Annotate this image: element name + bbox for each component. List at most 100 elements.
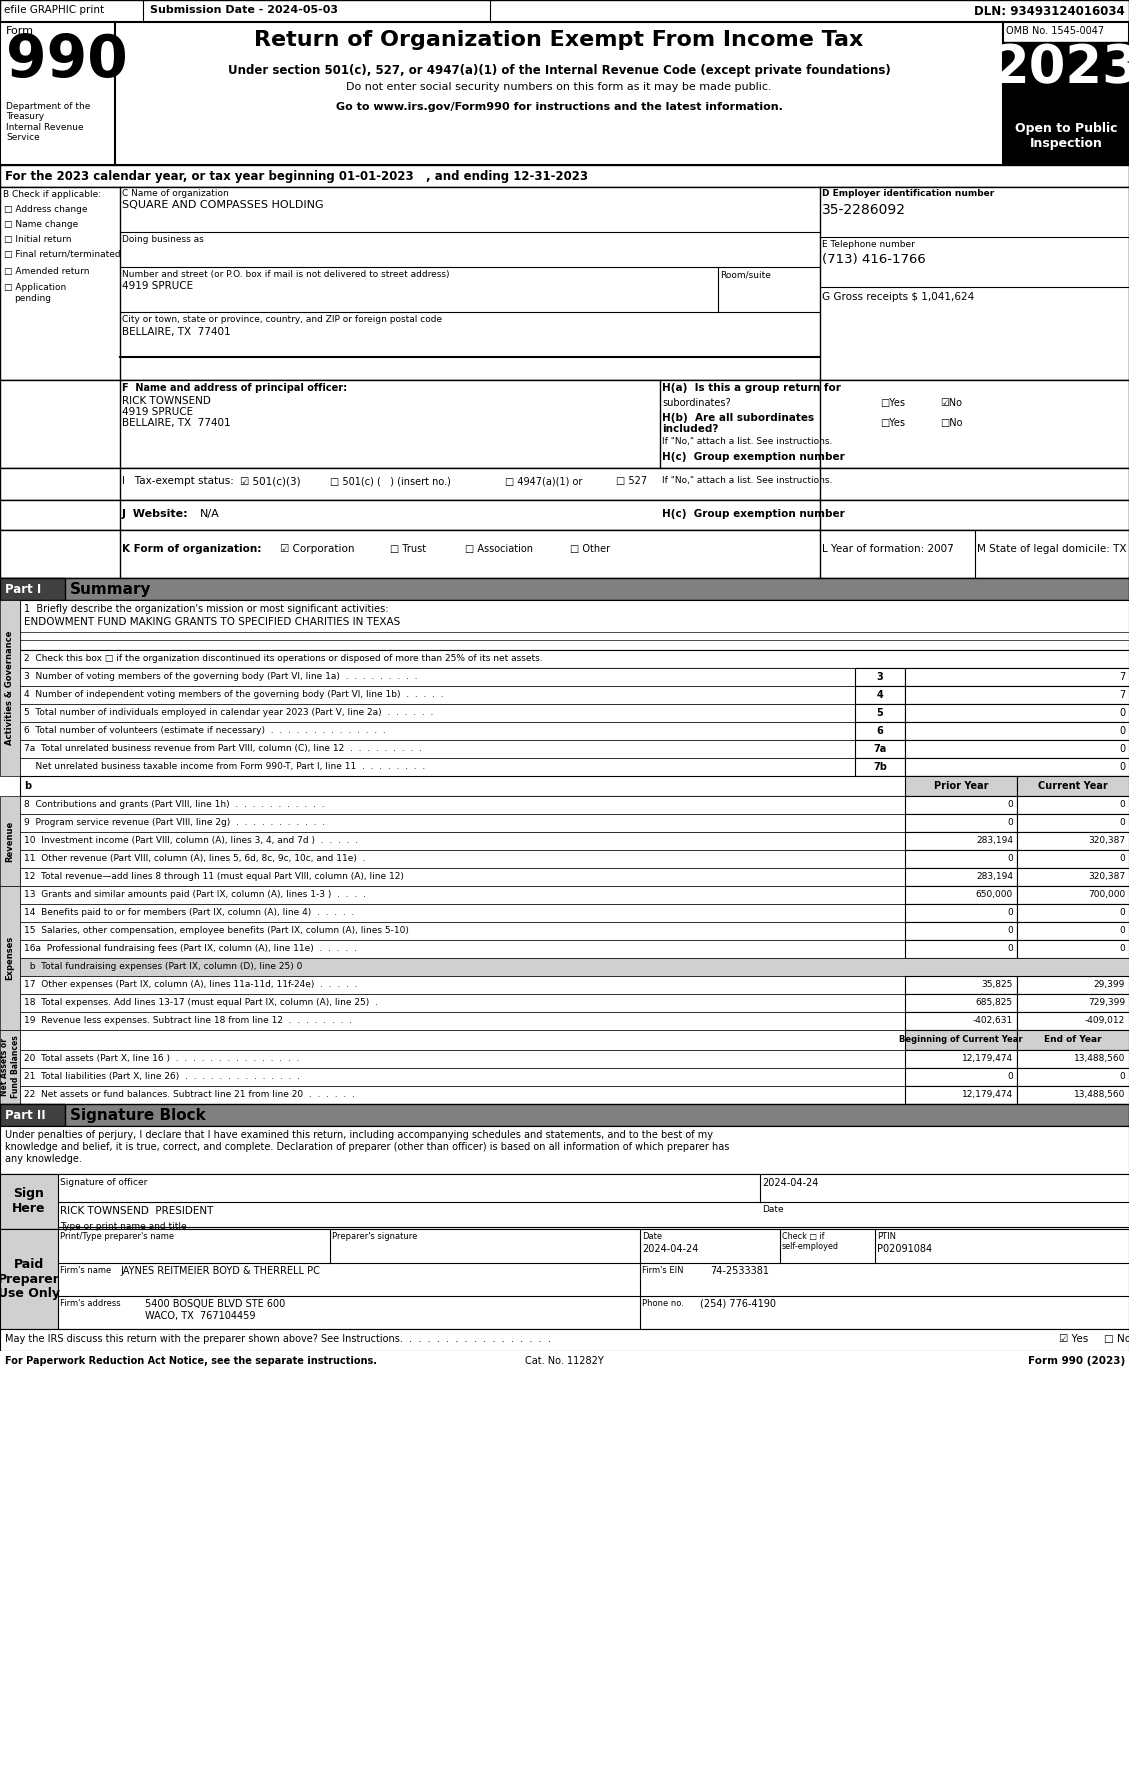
Text: BELLAIRE, TX  77401: BELLAIRE, TX 77401 <box>122 327 230 337</box>
Bar <box>20 650 1129 668</box>
Bar <box>905 775 1017 796</box>
Text: 7a  Total unrelated business revenue from Part VIII, column (C), line 12  .  .  : 7a Total unrelated business revenue from… <box>24 743 422 752</box>
Text: RICK TOWNSEND: RICK TOWNSEND <box>122 396 211 406</box>
Text: 4: 4 <box>876 691 883 699</box>
Text: 0: 0 <box>1119 800 1124 809</box>
Text: BELLAIRE, TX  77401: BELLAIRE, TX 77401 <box>122 419 230 427</box>
Text: Print/Type preparer's name: Print/Type preparer's name <box>60 1233 174 1241</box>
Text: □Yes: □Yes <box>879 397 905 408</box>
Text: 21  Total liabilities (Part X, line 26)  .  .  .  .  .  .  .  .  .  .  .  .  .  : 21 Total liabilities (Part X, line 26) .… <box>24 1072 300 1081</box>
Text: 320,387: 320,387 <box>1088 835 1124 844</box>
Text: Doing business as: Doing business as <box>122 235 203 244</box>
Bar <box>905 796 1017 814</box>
Bar <box>0 1174 58 1229</box>
Text: 10  Investment income (Part VIII, column (A), lines 3, 4, and 7d )  .  .  .  .  : 10 Investment income (Part VIII, column … <box>24 835 358 844</box>
Text: 0: 0 <box>1007 800 1013 809</box>
Text: 283,194: 283,194 <box>975 872 1013 881</box>
Bar <box>855 722 905 740</box>
Text: 29,399: 29,399 <box>1094 980 1124 989</box>
Text: □Yes: □Yes <box>879 419 905 427</box>
Text: 0: 0 <box>1119 1072 1124 1081</box>
Bar <box>20 1012 1129 1030</box>
Bar <box>1017 869 1129 887</box>
Text: 5  Total number of individuals employed in calendar year 2023 (Part V, line 2a) : 5 Total number of individuals employed i… <box>24 708 434 717</box>
Text: RICK TOWNSEND  PRESIDENT: RICK TOWNSEND PRESIDENT <box>60 1206 213 1217</box>
Text: Under section 501(c), 527, or 4947(a)(1) of the Internal Revenue Code (except pr: Under section 501(c), 527, or 4947(a)(1)… <box>228 64 891 78</box>
Bar <box>20 722 1129 740</box>
Text: P02091084: P02091084 <box>877 1243 933 1254</box>
Text: -402,631: -402,631 <box>973 1015 1013 1024</box>
Text: K Form of organization:: K Form of organization: <box>122 544 262 555</box>
Text: 13,488,560: 13,488,560 <box>1074 1054 1124 1063</box>
Text: 3  Number of voting members of the governing body (Part VI, line 1a)  .  .  .  .: 3 Number of voting members of the govern… <box>24 673 418 682</box>
Text: 7: 7 <box>1119 673 1124 682</box>
Text: included?: included? <box>662 424 718 434</box>
Bar <box>855 685 905 705</box>
Text: b  Total fundraising expenses (Part IX, column (D), line 25) 0: b Total fundraising expenses (Part IX, c… <box>24 962 303 971</box>
Text: For Paperwork Reduction Act Notice, see the separate instructions.: For Paperwork Reduction Act Notice, see … <box>5 1356 377 1365</box>
Text: M State of legal domicile: TX: M State of legal domicile: TX <box>977 544 1127 555</box>
Bar <box>1003 42 1129 120</box>
Text: If "No," attach a list. See instructions.: If "No," attach a list. See instructions… <box>662 477 832 486</box>
Text: 15  Salaries, other compensation, employee benefits (Part IX, column (A), lines : 15 Salaries, other compensation, employe… <box>24 925 409 934</box>
Text: F  Name and address of principal officer:: F Name and address of principal officer: <box>122 383 347 394</box>
Bar <box>905 849 1017 869</box>
Text: Open to Public
Inspection: Open to Public Inspection <box>1015 122 1118 150</box>
Bar <box>905 1012 1017 1030</box>
Text: ☑ 501(c)(3): ☑ 501(c)(3) <box>240 477 300 486</box>
Text: Under penalties of perjury, I declare that I have examined this return, includin: Under penalties of perjury, I declare th… <box>5 1130 714 1141</box>
Bar <box>1017 1012 1129 1030</box>
Bar <box>20 1051 1129 1068</box>
Text: 8  Contributions and grants (Part VIII, line 1h)  .  .  .  .  .  .  .  .  .  .  : 8 Contributions and grants (Part VIII, l… <box>24 800 324 809</box>
Bar <box>0 1030 20 1104</box>
Bar <box>0 887 20 1030</box>
Text: Preparer's signature: Preparer's signature <box>332 1233 418 1241</box>
Text: Expenses: Expenses <box>6 936 15 980</box>
Text: 0: 0 <box>1119 761 1124 772</box>
Text: 2  Check this box □ if the organization discontinued its operations or disposed : 2 Check this box □ if the organization d… <box>24 653 543 662</box>
Bar <box>1017 814 1129 832</box>
Text: □ 501(c) (   ) (insert no.): □ 501(c) ( ) (insert no.) <box>330 477 450 486</box>
Text: 0: 0 <box>1119 925 1124 934</box>
Text: Return of Organization Exempt From Income Tax: Return of Organization Exempt From Incom… <box>254 30 864 49</box>
Text: □ Trust: □ Trust <box>390 544 426 555</box>
Text: Firm's EIN: Firm's EIN <box>642 1266 683 1275</box>
Text: 1  Briefly describe the organization's mission or most significant activities:: 1 Briefly describe the organization's mi… <box>24 604 388 615</box>
Text: □ No: □ No <box>1104 1333 1129 1344</box>
Text: 18  Total expenses. Add lines 13-17 (must equal Part IX, column (A), line 25)  .: 18 Total expenses. Add lines 13-17 (must… <box>24 998 378 1007</box>
Bar <box>905 832 1017 849</box>
Bar <box>0 1127 1129 1174</box>
Text: 74-2533381: 74-2533381 <box>710 1266 769 1277</box>
Text: Form: Form <box>6 26 34 35</box>
Text: 0: 0 <box>1119 818 1124 826</box>
Text: Prior Year: Prior Year <box>934 781 988 791</box>
Bar <box>20 705 1129 722</box>
Text: JAYNES REITMEIER BOYD & THERRELL PC: JAYNES REITMEIER BOYD & THERRELL PC <box>120 1266 320 1277</box>
Text: 0: 0 <box>1119 855 1124 864</box>
Text: 7a: 7a <box>874 743 886 754</box>
Text: 13,488,560: 13,488,560 <box>1074 1090 1124 1098</box>
Bar <box>0 21 1129 164</box>
Text: D Employer identification number: D Employer identification number <box>822 189 995 198</box>
Bar <box>1017 994 1129 1012</box>
Bar <box>1017 904 1129 922</box>
Bar <box>905 758 1129 775</box>
Text: Beginning of Current Year: Beginning of Current Year <box>899 1035 1023 1044</box>
Text: 3: 3 <box>876 673 883 682</box>
Bar <box>1017 940 1129 957</box>
Text: 4919 SPRUCE: 4919 SPRUCE <box>122 406 193 417</box>
Text: Phone no.: Phone no. <box>642 1300 684 1309</box>
Text: □ 4947(a)(1) or: □ 4947(a)(1) or <box>505 477 583 486</box>
Bar <box>20 832 1129 849</box>
Text: Firm's name: Firm's name <box>60 1266 112 1275</box>
Bar <box>905 1030 1017 1051</box>
Bar <box>855 740 905 758</box>
Bar <box>905 904 1017 922</box>
Text: Form 990 (2023): Form 990 (2023) <box>1027 1356 1124 1365</box>
Text: Signature Block: Signature Block <box>70 1107 205 1123</box>
Bar <box>855 668 905 685</box>
Text: City or town, state or province, country, and ZIP or foreign postal code: City or town, state or province, country… <box>122 314 443 323</box>
Text: Department of the
Treasury
Internal Revenue
Service: Department of the Treasury Internal Reve… <box>6 102 90 143</box>
Text: 35,825: 35,825 <box>981 980 1013 989</box>
Bar <box>20 758 1129 775</box>
